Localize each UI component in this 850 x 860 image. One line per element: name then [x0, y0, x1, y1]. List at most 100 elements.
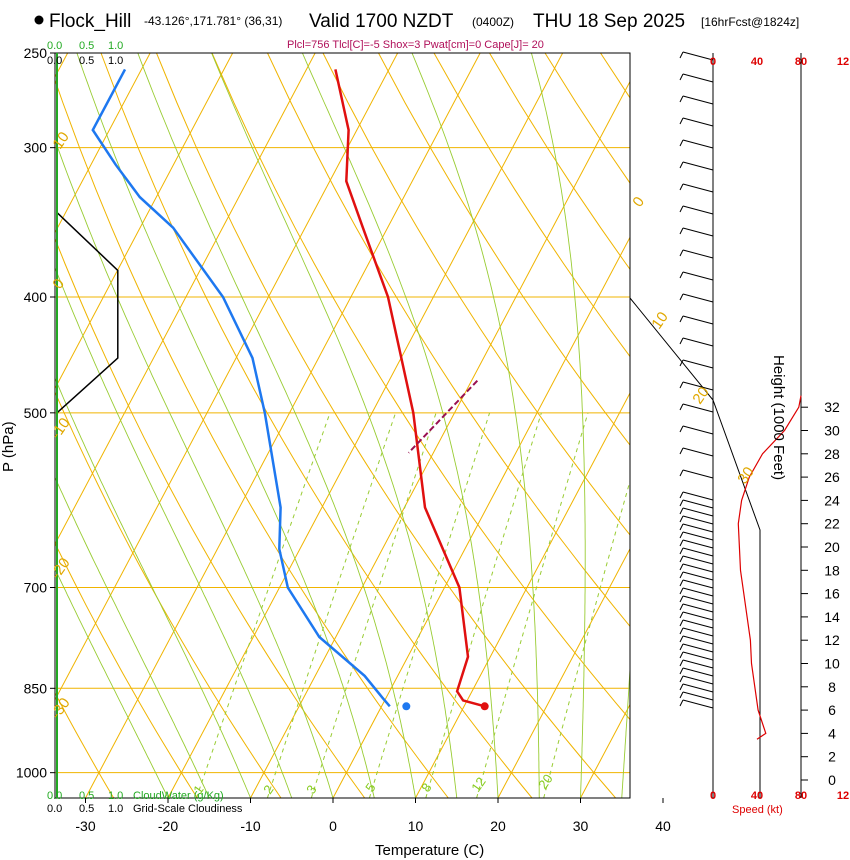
parcel-stats: Plcl=756 Tlcl[C]=-5 Shox=3 Pwat[cm]=0 Ca…: [287, 39, 544, 51]
dry-adiabat: [544, 53, 630, 184]
parcel-path: [407, 380, 479, 454]
isotherm-label: 20: [689, 384, 712, 407]
pressure-tick-label: 1000: [16, 765, 47, 781]
height-tick-label: 22: [824, 516, 840, 532]
height-tick-label: 2: [828, 749, 836, 765]
cloudiness-bottom-1: 0.5: [79, 803, 94, 815]
temperature-tick-label: 40: [655, 818, 671, 834]
wind-barb: [679, 249, 714, 259]
valid-time: Valid 1700 NZDT: [309, 11, 454, 32]
isotherm--70: [55, 53, 151, 234]
mixing-ratio-line-20: [543, 479, 630, 798]
wind-barb: [679, 73, 714, 83]
axis-ticks: [50, 52, 808, 803]
forecast-info: [16hrFcst@1824z]: [701, 15, 799, 29]
dry-adiabat: [267, 53, 630, 628]
wind-barb: [679, 547, 714, 557]
wind-barb: [679, 595, 714, 605]
cloudiness-label: Grid-Scale Cloudiness: [133, 803, 243, 815]
isotherm--40: [55, 53, 399, 701]
wind-barb: [679, 563, 714, 573]
wind-barb: [679, 699, 714, 709]
mixing-ratio-label: 3: [303, 782, 319, 797]
wind-barb: [679, 499, 714, 509]
mixing-ratio-line-1: [196, 412, 331, 798]
cloudiness-scale-2: 1.0: [108, 55, 123, 67]
station-coords: -43.126°,171.781° (36,31): [144, 14, 282, 28]
temperature-tick-label: 0: [329, 818, 337, 834]
ground-reference-line: [629, 297, 761, 798]
isotherm--30: [85, 53, 481, 798]
moist-adiabat: [55, 377, 251, 798]
cloudiness-scale-0: 0.0: [47, 55, 62, 67]
pressure-tick-label: 300: [24, 140, 48, 156]
wind-barb: [679, 515, 714, 525]
wind-barb: [679, 627, 714, 637]
wind-barb: [679, 337, 714, 347]
wind-barb: [679, 359, 714, 369]
wind-barb: [679, 611, 714, 621]
dry-adiabat: [55, 391, 282, 798]
wind-barb: [679, 117, 714, 127]
dry-adiabat: [55, 691, 115, 798]
cloudwater-bottom-2: 1.0: [108, 790, 123, 802]
wind-barb: [679, 425, 714, 435]
cloudiness-bottom-2: 1.0: [108, 803, 123, 815]
moist-adiabat: [211, 53, 458, 798]
wind-speed-line: [737, 395, 802, 740]
isobar-grid: [55, 52, 630, 774]
temperature-tick-label: 10: [408, 818, 424, 834]
height-tick-label: 16: [824, 586, 840, 602]
temperature-tick-label: 30: [573, 818, 589, 834]
isotherm-label: -30: [47, 695, 73, 723]
temperature-tick-label: -10: [240, 818, 260, 834]
wind-barb: [679, 675, 714, 685]
y-axis-label: P (hPa): [0, 421, 17, 472]
dry-adiabat: [322, 53, 630, 536]
height-tick-label: 28: [824, 446, 840, 462]
wind-barb: [679, 579, 714, 589]
isotherm-label: 0: [629, 194, 648, 211]
speed-tick-label-top: 40: [751, 56, 763, 68]
speed-axis-label: Speed (kt): [732, 804, 783, 816]
wind-barb: [679, 139, 714, 149]
wind-barb: [679, 659, 714, 669]
moist-adiabat: [137, 53, 416, 798]
dewpoint-line: [91, 68, 391, 708]
isotherm-label: 10: [648, 309, 671, 332]
pressure-tick-label: 500: [24, 405, 48, 421]
surface-dewpoint-dot: [402, 702, 411, 711]
wind-barb: [679, 95, 714, 105]
speed-tick-label-top: 80: [795, 56, 807, 68]
station-dot: [34, 15, 44, 25]
cloudiness-line: [56, 212, 119, 414]
wind-barb: [679, 619, 714, 629]
dry-adiabat: [156, 53, 616, 798]
temperature-tick-label: 20: [490, 818, 506, 834]
wind-barb: [679, 403, 714, 413]
moist-adiabat: [55, 567, 169, 798]
station-name: Flock_Hill: [49, 11, 131, 32]
isotherm-label: 30: [734, 464, 757, 487]
wind-barb: [679, 381, 714, 391]
cloudiness-scale-1: 0.5: [79, 55, 94, 67]
speed-tick-label-top: 0: [710, 56, 716, 68]
dry-adiabat: [100, 53, 533, 798]
profiles: [56, 68, 489, 711]
x-axis-label: Temperature (C): [375, 842, 484, 859]
temperature-line: [334, 69, 486, 708]
cloudwater-bottom-0: 0.0: [47, 790, 62, 802]
height-axis-label: Height (1000 Feet): [770, 355, 787, 480]
wind-barb: [679, 683, 714, 693]
dry-adiabat: [656, 53, 850, 798]
wind-barb: [679, 531, 714, 541]
height-tick-label: 0: [828, 772, 836, 788]
speed-tick-label-bottom: 0: [710, 790, 716, 802]
isotherm-30: [580, 703, 630, 798]
isotherm--50: [55, 53, 316, 546]
cloudwater-scale-0: 0.0: [47, 40, 62, 52]
isotherm-label: -20: [47, 555, 73, 583]
height-tick-label: 6: [828, 702, 836, 718]
moist-adiabat: [76, 53, 375, 798]
pressure-tick-label: 400: [24, 289, 48, 305]
